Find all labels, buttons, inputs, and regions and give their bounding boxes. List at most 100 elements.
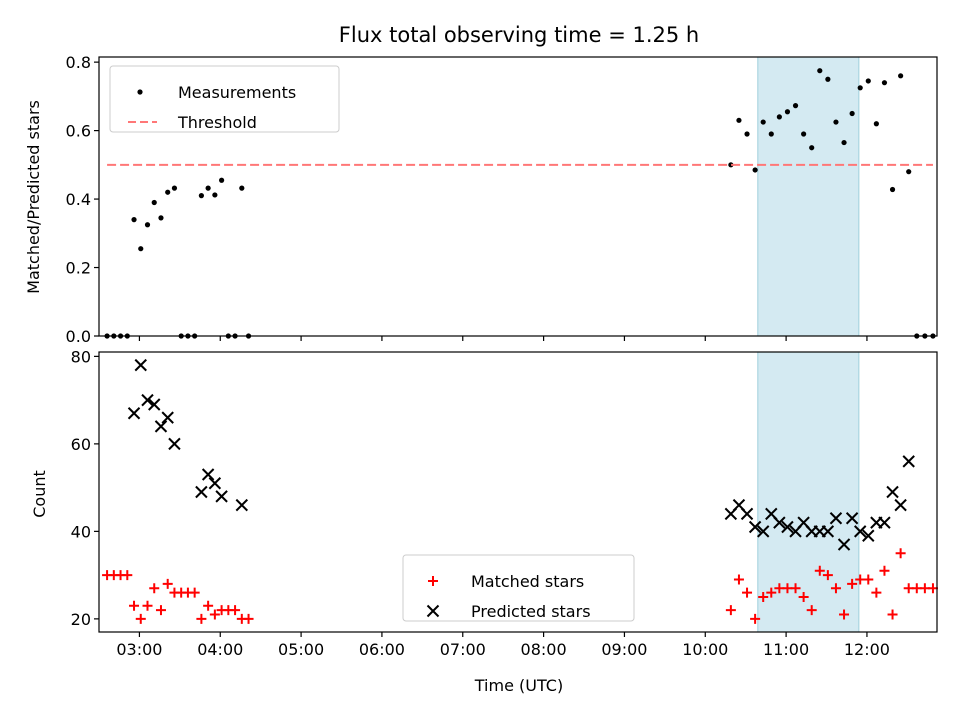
x-tick-label: 04:00 xyxy=(197,640,243,659)
bottom-y-tick-label: 20 xyxy=(71,610,91,629)
bottom-series-matched-stars xyxy=(102,548,938,624)
measurement-point xyxy=(239,185,245,191)
x-tick-label: 05:00 xyxy=(278,640,324,659)
matched-star-point xyxy=(839,609,850,620)
bottom-legend: Matched stars Predicted stars xyxy=(402,554,635,622)
matched-star-point xyxy=(162,578,173,589)
predicted-star-point xyxy=(853,525,867,538)
top-legend-marker xyxy=(137,89,143,95)
measurement-point xyxy=(198,193,204,199)
measurement-point xyxy=(151,199,157,206)
chart-title: Flux total observing time = 1.25 h xyxy=(339,23,699,47)
predicted-star-point xyxy=(773,516,786,529)
matched-star-point xyxy=(122,570,133,581)
measurement-point xyxy=(736,117,742,123)
predicted-star-point xyxy=(821,525,835,538)
matched-star-point xyxy=(814,565,825,576)
measurement-point xyxy=(898,73,904,79)
measurement-point xyxy=(165,189,171,195)
x-tick-label: 06:00 xyxy=(359,640,405,659)
matched-star-point xyxy=(725,605,736,616)
predicted-star-point xyxy=(748,520,762,534)
bottom-shaded-interval xyxy=(757,351,860,633)
predicted-star-point xyxy=(154,420,168,433)
top-y-tick-label: 0.6 xyxy=(66,122,91,141)
bottom-y-tick-label: 80 xyxy=(71,347,91,366)
measurement-point xyxy=(728,162,734,168)
measurement-point xyxy=(809,145,815,151)
predicted-star-point xyxy=(862,529,875,542)
x-tick-label: 12:00 xyxy=(844,640,890,659)
measurement-point xyxy=(881,80,888,86)
measurement-point xyxy=(752,167,758,173)
matched-star-point xyxy=(766,587,777,598)
predicted-star-point xyxy=(235,498,249,512)
top-legend-label: Measurements xyxy=(178,83,296,102)
matched-star-point xyxy=(203,600,214,611)
matched-star-point xyxy=(209,609,220,620)
matched-star-point xyxy=(758,592,769,602)
measurement-point xyxy=(792,103,799,109)
top-y-tick-label: 0.0 xyxy=(66,327,91,346)
predicted-star-point xyxy=(127,407,141,420)
bottom-legend-marker xyxy=(428,576,438,586)
measurement-point xyxy=(212,192,218,198)
bottom-y-tick-label: 40 xyxy=(71,522,91,541)
predicted-star-point xyxy=(756,525,770,538)
top-y-axis-label: Matched/Predicted stars xyxy=(24,100,43,294)
matched-star-point xyxy=(135,613,146,624)
matched-star-point xyxy=(822,570,833,581)
measurement-point xyxy=(833,119,839,125)
measurement-point xyxy=(171,185,178,191)
predicted-star-point xyxy=(902,455,915,468)
matched-star-point xyxy=(798,592,809,602)
matched-star-point xyxy=(830,583,841,594)
matched-star-point xyxy=(806,605,817,616)
measurement-point xyxy=(825,76,831,82)
measurement-point xyxy=(768,131,774,137)
measurement-point xyxy=(784,109,791,115)
top-y-tick-label: 0.4 xyxy=(66,190,91,209)
x-tick-label: 09:00 xyxy=(601,640,647,659)
matched-star-point xyxy=(887,609,898,620)
predicted-star-point xyxy=(201,468,215,481)
bottom-legend-box xyxy=(402,554,635,622)
predicted-star-point xyxy=(215,490,228,503)
measurement-point xyxy=(131,217,137,223)
measurement-point xyxy=(760,119,766,125)
predicted-star-point xyxy=(886,485,899,499)
measurement-point xyxy=(857,85,863,91)
matched-star-point xyxy=(927,583,938,594)
x-tick-label: 08:00 xyxy=(521,640,567,659)
predicted-star-point xyxy=(161,411,174,424)
top-legend-label: Threshold xyxy=(177,113,257,132)
matched-star-point xyxy=(149,583,160,594)
matched-star-point xyxy=(750,613,761,624)
top-y-tick-label: 0.8 xyxy=(66,53,91,72)
top-shaded-interval xyxy=(757,56,860,337)
matched-star-point xyxy=(879,565,890,576)
measurement-point xyxy=(849,110,855,117)
bottom-legend-label: Predicted stars xyxy=(471,602,591,621)
predicted-star-point xyxy=(168,437,181,451)
predicted-star-point xyxy=(878,516,891,529)
top-y-tick-label: 0.2 xyxy=(66,259,91,278)
bottom-legend-label: Matched stars xyxy=(471,572,584,591)
matched-star-point xyxy=(189,587,200,598)
measurement-point xyxy=(841,139,847,146)
matched-star-point xyxy=(733,574,744,585)
predicted-star-point xyxy=(141,393,154,407)
measurement-point xyxy=(219,177,225,183)
matched-star-point xyxy=(142,600,153,611)
predicted-star-point xyxy=(195,485,208,499)
bottom-y-axis-label: Count xyxy=(30,470,49,518)
matched-star-point xyxy=(243,613,254,624)
x-tick-label: 07:00 xyxy=(440,640,486,659)
matched-star-point xyxy=(895,548,906,559)
measurement-point xyxy=(817,68,823,74)
predicted-star-point xyxy=(208,477,222,490)
top-legend-box xyxy=(109,65,340,133)
matched-star-point xyxy=(230,605,241,616)
measurement-point xyxy=(138,246,144,252)
